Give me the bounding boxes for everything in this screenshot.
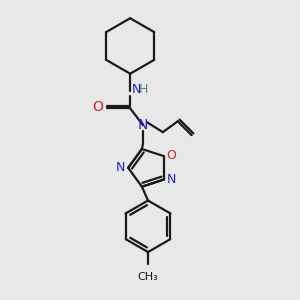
Text: CH₃: CH₃ <box>138 272 158 282</box>
Text: N: N <box>167 173 176 186</box>
Text: O: O <box>166 149 176 162</box>
Text: N: N <box>138 118 148 132</box>
Text: N: N <box>132 83 142 96</box>
Text: N: N <box>116 161 125 174</box>
Text: H: H <box>139 83 148 96</box>
Text: O: O <box>93 100 104 114</box>
